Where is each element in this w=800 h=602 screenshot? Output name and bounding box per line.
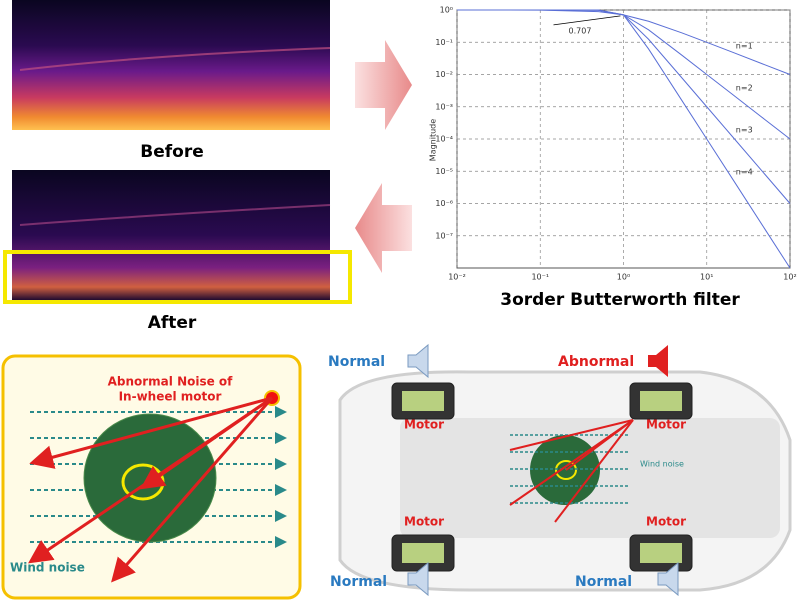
series-label: n=1 (736, 41, 753, 50)
x-tick-label: 10⁻² (448, 273, 466, 282)
motor-label: Motor (404, 515, 444, 529)
arrow-right (355, 40, 412, 130)
wind-noise-label: Wind noise (640, 460, 684, 469)
y-tick-label: 10⁻² (435, 70, 453, 79)
motor-label: Motor (646, 515, 686, 529)
y-tick-label: 10⁻⁷ (435, 231, 453, 240)
highlight-box (3, 250, 352, 304)
y-tick-label: 10⁻⁶ (435, 199, 453, 208)
y-tick-label: 10⁻⁴ (435, 135, 453, 144)
status-label: Normal (328, 354, 385, 370)
y-axis-label: Magnitude (429, 119, 438, 161)
x-tick-label: 10² (783, 273, 796, 282)
y-tick-label: 10⁻³ (435, 102, 453, 111)
after-label: After (148, 313, 197, 333)
arrow-left (355, 183, 412, 273)
y-tick-label: 10⁻¹ (435, 38, 453, 47)
x-tick-label: 10⁰ (617, 273, 630, 282)
annotation: 0.707 (569, 26, 592, 35)
status-label: Normal (330, 574, 387, 590)
status-label: Abnormal (558, 354, 634, 370)
x-tick-label: 10⁻¹ (531, 273, 549, 282)
wind-noise-label: Wind noise (10, 561, 85, 575)
spectrogram-after (12, 170, 330, 300)
x-tick-label: 10¹ (700, 273, 713, 282)
bode-plot: 10⁻² 10⁻¹ 10⁰ 10¹ 10² 10⁰ 10⁻¹ 10⁻² 10⁻³ 10⁻⁴ 10⁻⁵… (435, 6, 796, 282)
motor-label: Motor (646, 418, 686, 432)
motor-board (83, 413, 217, 543)
series-label: n=3 (736, 125, 753, 134)
curve (456, 9, 791, 75)
motor-label: Motor (404, 418, 444, 432)
before-label: Before (140, 142, 203, 162)
y-tick-label: 10⁻⁵ (435, 167, 453, 176)
annotation-arrow (553, 15, 621, 26)
abnormal-noise-label: In-wheel motor (119, 390, 222, 404)
chart-title: 3order Butterworth filter (500, 290, 740, 310)
curve (457, 9, 791, 269)
status-label: Normal (575, 574, 632, 590)
series-label: n=2 (736, 83, 753, 92)
abnormal-noise-label: Abnormal Noise of (108, 375, 234, 389)
series-label: n=4 (736, 167, 753, 176)
y-tick-label: 10⁰ (440, 6, 453, 15)
speakers (407, 343, 679, 597)
